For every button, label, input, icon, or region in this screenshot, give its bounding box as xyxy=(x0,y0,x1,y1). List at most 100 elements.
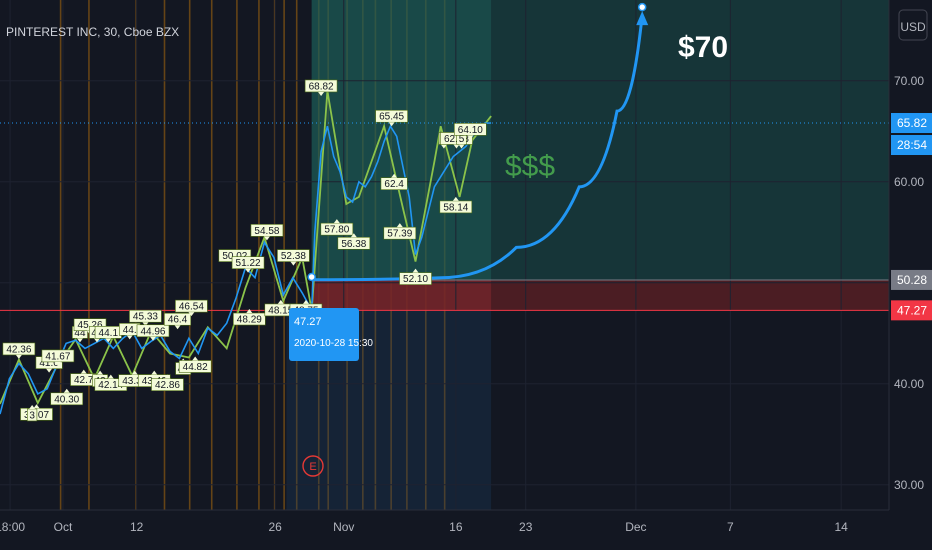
pivot-label-pointer xyxy=(164,374,171,379)
price-level-badge xyxy=(891,113,932,134)
pivot-label-pointer xyxy=(277,299,284,304)
time-tick-label: 18:00 xyxy=(0,520,25,534)
pivot-label-pointer xyxy=(97,370,104,375)
pivot-label-text: 44.1 xyxy=(99,328,119,339)
price-axis[interactable]: 30.0040.0050.0060.0070.0065.8250.2847.27… xyxy=(888,0,932,550)
price-tooltip: 47.27 2020-10-28 15:30 xyxy=(289,308,373,361)
price-tick-label: 60.00 xyxy=(894,175,924,189)
time-axis[interactable]: 18:00 Oct 12 26 Nov 16 23 Dec 7 14 xyxy=(0,509,932,550)
pivot-label: 58.14 xyxy=(439,196,473,213)
pivot-label-pointer xyxy=(452,196,459,201)
pivot-label-pointer xyxy=(318,91,325,96)
pivot-label-pointer xyxy=(246,309,253,314)
forecast-arrowhead xyxy=(636,11,649,26)
pivot-label: 48.15 xyxy=(264,299,298,316)
pivot-label-pointer xyxy=(46,368,53,373)
forecast-start xyxy=(307,272,316,282)
pivot-label-text: 45.26 xyxy=(78,320,103,331)
pivot-label-pointer xyxy=(149,336,156,341)
pivot-label-pointer xyxy=(174,325,181,330)
pivot-label-text: 44.82 xyxy=(183,362,208,373)
pivot-label: 68.82 xyxy=(304,79,338,96)
pivot-label-pointer xyxy=(93,338,100,343)
pivot-label: 46.4 xyxy=(164,312,192,330)
pivot-label-pointer xyxy=(29,404,36,409)
price-series xyxy=(0,122,492,415)
currency-button[interactable]: USD xyxy=(898,9,928,41)
pivot-label-text: 44 xyxy=(74,328,86,339)
pivot-label: 40.30 xyxy=(50,388,84,405)
pivot-label: 44.82 xyxy=(178,356,212,373)
pivot-label-text: 46.54 xyxy=(179,302,204,313)
pivot-label-pointer xyxy=(458,144,465,149)
pivot-label-text: 44. xyxy=(123,325,137,336)
pivot-label-text: 43.33 xyxy=(122,376,147,387)
pivot-label-pointer xyxy=(333,219,340,224)
pivot-label: 42.36 xyxy=(2,342,36,359)
pivot-label-pointer xyxy=(126,335,133,340)
pivot-label-pointer xyxy=(290,261,297,266)
pivot-label-pointer xyxy=(142,322,149,327)
pivot-label: 3 xyxy=(27,404,38,421)
pivot-label-pointer xyxy=(396,223,403,228)
time-tick-label: Nov xyxy=(333,520,354,534)
pivot-label: 56.38 xyxy=(337,233,371,250)
pivot-label: 64.10 xyxy=(454,123,487,140)
countdown-badge xyxy=(891,135,932,156)
price-level-text: 47.27 xyxy=(897,303,927,317)
session-band xyxy=(163,0,166,510)
session-band xyxy=(258,0,260,510)
price-tooltip-date: 2020-10-28 15:30 xyxy=(294,338,373,349)
pivot-label-pointer xyxy=(107,374,114,379)
zigzag-series xyxy=(0,90,492,406)
price-tick-label: 40.00 xyxy=(894,377,924,391)
pivot-label: 62.4 xyxy=(380,173,408,190)
price-level-text: 65.82 xyxy=(897,116,927,130)
pivot-label-text: 62.4 xyxy=(384,179,404,190)
pivot-label: 57.80 xyxy=(320,219,354,236)
pivot-label-text: 46.4 xyxy=(168,315,188,326)
price-tooltip-box xyxy=(289,308,359,361)
pivot-label-pointer xyxy=(63,388,70,393)
pivot-label-text: 42.14 xyxy=(98,380,123,391)
pivot-label-pointer xyxy=(302,299,309,304)
chart-title: PINTEREST INC, 30, Cboe BZX xyxy=(6,25,179,39)
price-tooltip-price: 47.27 xyxy=(294,316,322,328)
stop-zone-active xyxy=(311,279,492,311)
earnings-marker[interactable]: E xyxy=(302,455,324,477)
countdown-text: 28:54 xyxy=(897,138,927,152)
pivot-label-text: 42.36 xyxy=(6,344,31,355)
pivot-label-text: 41.67 xyxy=(45,351,70,362)
pivot-label: 46.54 xyxy=(175,299,208,317)
pivot-label-pointer xyxy=(263,236,270,241)
time-tick-label: 12 xyxy=(130,520,144,534)
currency-label: USD xyxy=(900,20,926,34)
pivot-label-pointer xyxy=(80,369,87,374)
price-level-text: 50.28 xyxy=(897,273,927,287)
annotations: $70 $$$ 47.27 2020-10-28 15:30 E xyxy=(289,31,728,477)
pivot-label: 44.1 xyxy=(94,326,122,343)
zigzag-line xyxy=(0,90,492,406)
earnings-circle xyxy=(302,455,324,477)
session-band xyxy=(188,0,191,510)
pivot-label: 54.58 xyxy=(250,224,284,241)
time-tick-label: 23 xyxy=(519,520,533,534)
pivot-label-pointer xyxy=(151,370,158,375)
time-tick-label: 16 xyxy=(449,520,463,534)
pivot-label-pointer xyxy=(350,233,357,238)
pivot-label-text: 42.7 xyxy=(74,375,94,386)
pivot-label: 41.67 xyxy=(41,349,75,366)
pivot-label-pointer xyxy=(188,312,195,317)
time-tick-label: 7 xyxy=(727,520,734,534)
pivot-label-text: 65.45 xyxy=(379,112,404,123)
session-band xyxy=(210,0,213,510)
pivot-label-text: 5 xyxy=(459,134,465,145)
session-band xyxy=(88,0,90,510)
pivot-label-pointer xyxy=(412,268,419,273)
pivot-labels: 42.3638.07341.041.6740.304445.264444.144… xyxy=(2,79,487,421)
pivot-label: 48.29 xyxy=(233,309,266,326)
pivot-label-pointer xyxy=(105,338,112,343)
pivot-label-pointer xyxy=(245,268,252,273)
grid-lines xyxy=(0,0,889,510)
